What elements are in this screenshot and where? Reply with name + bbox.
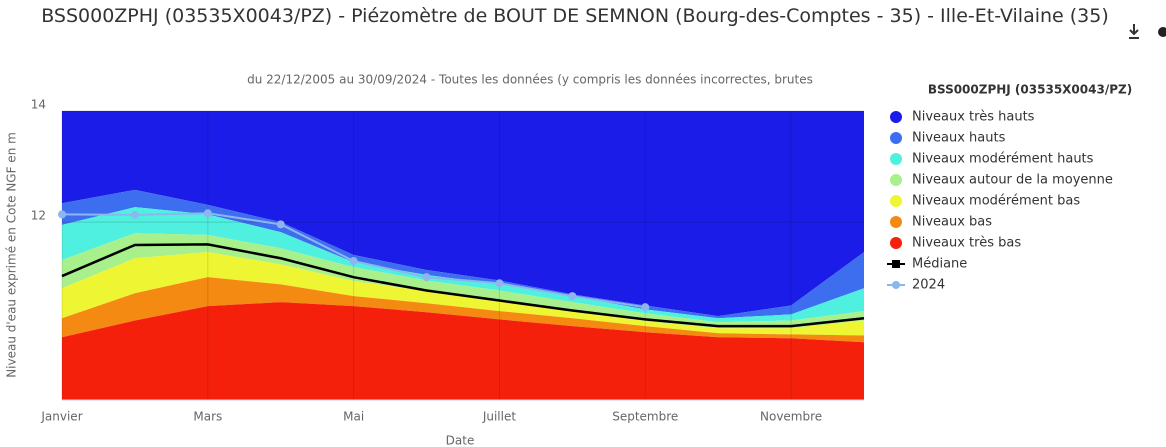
point bbox=[495, 279, 504, 288]
point bbox=[130, 210, 139, 219]
area-band bbox=[62, 302, 864, 400]
legend-label: 2024 bbox=[912, 278, 945, 293]
point bbox=[349, 257, 358, 266]
x-tick-label: Juillet bbox=[482, 410, 517, 424]
point bbox=[641, 303, 650, 312]
legend-label: Médiane bbox=[912, 257, 967, 272]
area-band bbox=[62, 252, 864, 336]
legend-marker bbox=[892, 260, 900, 268]
area-band bbox=[62, 277, 864, 343]
x-tick-label: Mars bbox=[193, 410, 222, 424]
legend-label: Niveaux très hauts bbox=[912, 110, 1035, 125]
plot-area bbox=[58, 110, 865, 400]
legend-label: Niveaux autour de la moyenne bbox=[912, 173, 1113, 188]
series-line bbox=[61, 243, 865, 328]
legend-symbol bbox=[890, 132, 902, 144]
x-tick-label: Novembre bbox=[760, 410, 822, 424]
y-tick-label: 14 bbox=[31, 98, 46, 112]
point bbox=[568, 292, 577, 301]
legend-symbol bbox=[890, 195, 902, 207]
chart-title: BSS000ZPHJ (03535X0043/PZ) - Piézomètre … bbox=[41, 5, 1109, 27]
y-axis-title: Niveau d'eau exprimé en Cote NGF en m bbox=[5, 132, 19, 378]
menu-dot[interactable] bbox=[1158, 27, 1166, 37]
download-icon[interactable] bbox=[1129, 24, 1139, 39]
legend-symbol bbox=[890, 216, 902, 228]
legend-label: Niveaux bas bbox=[912, 215, 992, 230]
legend-label: Niveaux très bas bbox=[912, 236, 1021, 251]
legend-symbol bbox=[890, 174, 902, 186]
y-tick-label: 12 bbox=[31, 209, 46, 223]
download-button[interactable] bbox=[1129, 24, 1166, 39]
legend-label: Niveaux hauts bbox=[912, 131, 1006, 146]
chart-subtitle: du 22/12/2005 au 30/09/2024 - Toutes les… bbox=[247, 73, 813, 87]
area-band bbox=[62, 207, 864, 323]
point bbox=[203, 209, 212, 218]
legend-marker bbox=[892, 281, 900, 289]
legend-label: Niveaux modérément bas bbox=[912, 194, 1080, 209]
x-axis-title: Date bbox=[446, 434, 475, 447]
point bbox=[58, 210, 66, 219]
legend-symbol bbox=[890, 237, 902, 249]
area-band bbox=[62, 233, 864, 329]
legend-symbol bbox=[890, 111, 902, 123]
legend-label: Niveaux modérément hauts bbox=[912, 152, 1094, 167]
area-band bbox=[62, 111, 864, 317]
legend-title: BSS000ZPHJ (03535X0043/PZ) bbox=[928, 83, 1132, 97]
point bbox=[276, 220, 285, 229]
x-tick-label: Septembre bbox=[612, 410, 678, 424]
legend-symbol bbox=[890, 153, 902, 165]
x-tick-label: Janvier bbox=[40, 410, 82, 424]
point bbox=[422, 273, 431, 282]
legend-box bbox=[878, 76, 1152, 300]
x-tick-label: Mai bbox=[343, 410, 364, 424]
